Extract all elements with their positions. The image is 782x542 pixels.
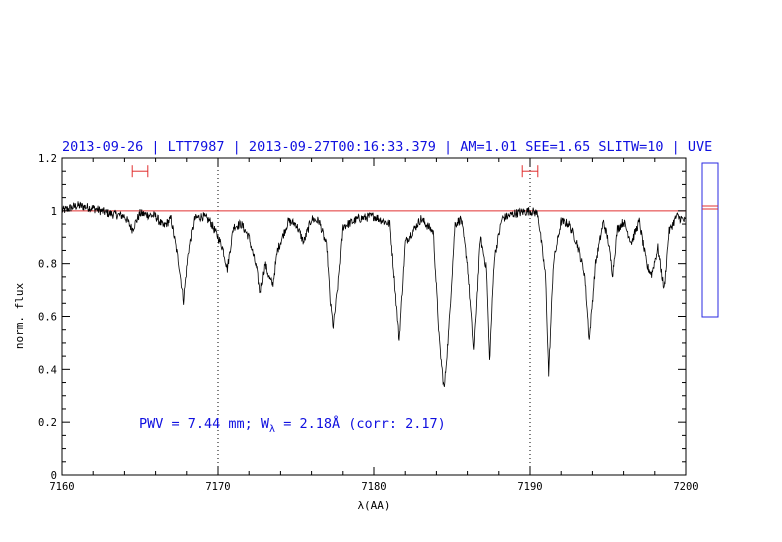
x-tick-label: 7180	[361, 481, 386, 493]
pwv-annotation: PWV = 7.44 mm; Wλ = 2.18Å (corr: 2.17)	[139, 415, 446, 435]
axis-ticks: 7160 7170 7180 7190 7200 0 0.2 0.4 0.6 0.8 1 1.2	[38, 153, 699, 493]
x-tick-label: 7160	[49, 481, 74, 493]
x-tick-label: 7190	[517, 481, 542, 493]
y-tick-label: 0.6	[38, 312, 57, 324]
side-panel	[701, 162, 719, 318]
annotation-suffix: = 2.18Å (corr: 2.17)	[275, 415, 446, 432]
annotation-subscript: λ	[269, 424, 275, 435]
spectrum-series	[61, 201, 687, 387]
y-tick-label: 1	[51, 206, 57, 218]
y-tick-label: 0.2	[38, 417, 57, 429]
continuum-windows	[131, 165, 539, 178]
x-axis-label: λ(AA)	[357, 499, 390, 512]
annotation-prefix: PWV = 7.44 mm; W	[139, 416, 270, 432]
chart-title: 2013-09-26 | LTT7987 | 2013-09-27T00:16:…	[62, 139, 712, 155]
x-tick-label: 7200	[673, 481, 698, 493]
y-tick-label: 0	[51, 470, 57, 482]
x-tick-label: 7170	[205, 481, 230, 493]
y-tick-label: 0.4	[38, 364, 57, 376]
y-tick-label: 1.2	[38, 153, 57, 165]
y-axis-label: norm. flux	[13, 283, 26, 350]
y-tick-label: 0.8	[38, 259, 57, 271]
